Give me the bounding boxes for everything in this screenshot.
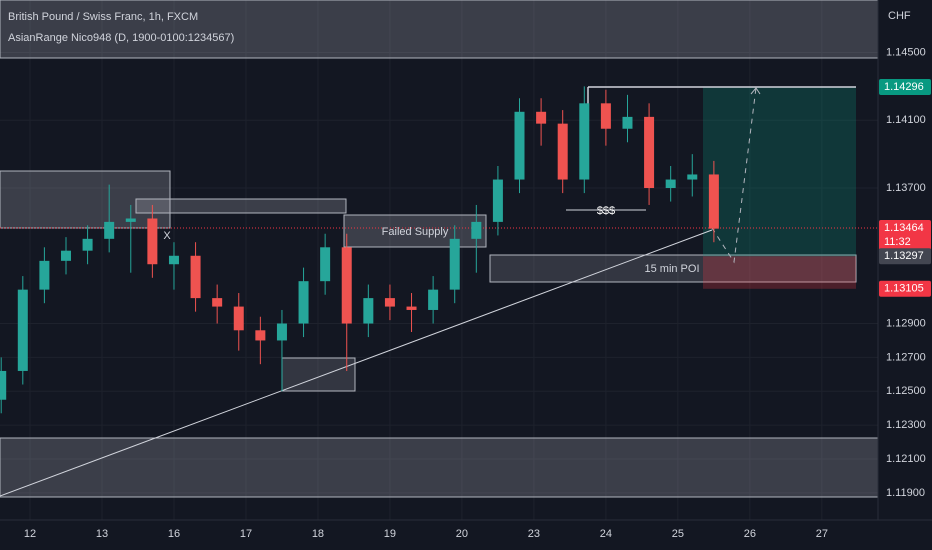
- candle-body: [687, 174, 698, 180]
- x-tick-label: 13: [96, 528, 108, 540]
- candle-body: [276, 323, 287, 341]
- axis: 1.14500 1.14100 1.13700 1.12900 1.12700 1.125…: [24, 46, 931, 540]
- candle-body: [60, 250, 71, 261]
- x-tick-label: 20: [456, 528, 468, 540]
- annotation: X: [163, 230, 171, 242]
- candle-body: [622, 116, 633, 129]
- candle-body: [363, 298, 374, 324]
- zone: [489, 254, 857, 283]
- y-tick-label: 1.11900: [886, 487, 925, 499]
- y-tick-label: 1.12300: [886, 419, 926, 431]
- zone: [281, 357, 356, 392]
- price-tag: [879, 280, 931, 297]
- candle-body: [579, 103, 590, 180]
- profit-zone: [703, 87, 856, 257]
- y-tick-label: 1.14100: [886, 114, 926, 126]
- y-tick-label: 1.12700: [886, 351, 926, 363]
- candle-body: [514, 111, 525, 180]
- candle-body: [17, 289, 28, 371]
- price-tag-label: 1.13297: [884, 250, 924, 262]
- candle-body: [233, 306, 244, 331]
- x-tick-label: 16: [168, 528, 180, 540]
- x-tick-label: 18: [312, 528, 324, 540]
- candle-body: [557, 123, 568, 180]
- countdown: 11:32: [884, 236, 911, 248]
- price-tag: [879, 219, 931, 250]
- candle-body: [82, 238, 93, 251]
- x-tick-label: 26: [744, 528, 756, 540]
- candle-body: [708, 174, 719, 229]
- currency: CHF: [888, 10, 911, 22]
- loss-zone: [703, 256, 856, 289]
- candle-body: [212, 298, 223, 307]
- candle-body: [39, 260, 50, 290]
- candle-body: [341, 247, 352, 324]
- candle-body: [536, 111, 547, 124]
- price-tag-label: 1.13105: [884, 283, 924, 295]
- projection-arrow: [750, 87, 761, 95]
- candle-body: [168, 255, 179, 265]
- x-tick-label: 12: [24, 528, 36, 540]
- candle-body: [406, 306, 417, 310]
- price-tag: [879, 248, 931, 265]
- indicator-label: AsianRange Nico948 (D, 1900-0100:1234567…: [8, 32, 234, 44]
- candle-body: [492, 179, 503, 222]
- candle-body: [298, 281, 309, 324]
- price-tag: [879, 79, 931, 96]
- trend-line: [0, 229, 713, 497]
- x-tick-label: 19: [384, 528, 396, 540]
- zone: [0, 437, 879, 498]
- candle-body: [255, 330, 266, 341]
- chart-title: British Pound / Swiss Franc, 1h, FXCM: [8, 11, 198, 23]
- y-tick-label: 1.14500: [886, 46, 926, 58]
- candle-body: [147, 218, 158, 265]
- candle-body: [104, 221, 115, 239]
- candle-body: [428, 289, 439, 310]
- y-tick-label: 1.12900: [886, 317, 926, 329]
- candle-body: [471, 221, 482, 239]
- y-tick-label: 1.13700: [886, 182, 926, 194]
- price-tag-label: 1.13464: [884, 222, 924, 234]
- candle-body: [384, 298, 395, 307]
- candle-body: [0, 370, 7, 400]
- zone: [135, 198, 347, 214]
- x-tick-label: 24: [600, 528, 612, 540]
- zone: [0, 0, 879, 59]
- position: [0, 87, 878, 289]
- annotation: Failed Supply: [382, 226, 449, 238]
- x-tick-label: 27: [816, 528, 828, 540]
- y-tick-label: 1.12500: [886, 385, 926, 397]
- price-tag-label: 1.14296: [884, 81, 924, 93]
- projection: [711, 87, 757, 264]
- candle-body: [600, 103, 611, 129]
- zone: [343, 214, 487, 248]
- x-tick-label: 17: [240, 528, 252, 540]
- x-tick-label: 25: [672, 528, 684, 540]
- candle-body: [320, 247, 331, 282]
- candles: [0, 86, 719, 414]
- candle-body: [449, 238, 460, 290]
- y-tick-label: 1.12100: [886, 453, 926, 465]
- x-tick-label: 23: [528, 528, 540, 540]
- candle-body: [190, 255, 201, 299]
- candle-body: [125, 218, 136, 222]
- candle-body: [665, 179, 676, 189]
- annotation: 15 min POI: [644, 263, 699, 275]
- annotation: $$$: [597, 205, 615, 217]
- grid: [0, 0, 878, 520]
- candle-body: [644, 116, 655, 189]
